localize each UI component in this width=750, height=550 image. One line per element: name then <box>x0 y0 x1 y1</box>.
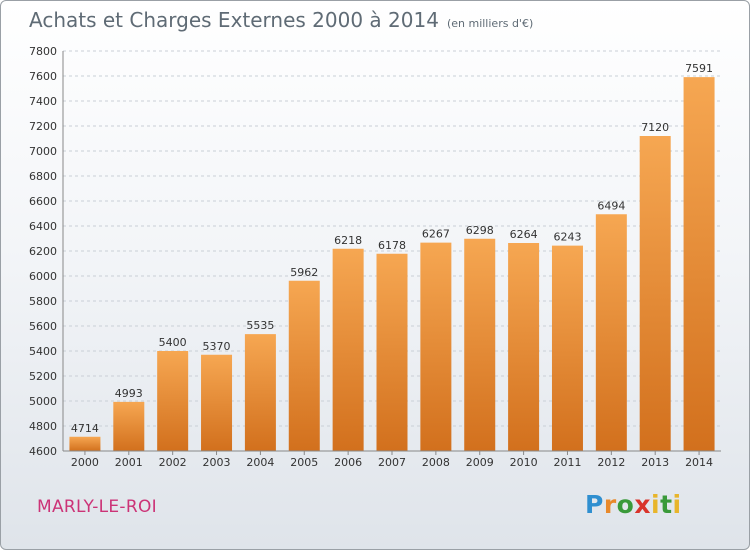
y-tick-label: 7000 <box>29 145 57 158</box>
bar-2010 <box>508 243 540 451</box>
bar-value-label: 6178 <box>378 239 406 252</box>
x-tick-label: 2005 <box>290 456 318 469</box>
y-tick-label: 5600 <box>29 320 57 333</box>
bar-value-label: 4993 <box>115 387 143 400</box>
axes: 4600 4800 5000 5200 5400 5600 5800 6000 6200 6400… <box>29 45 721 469</box>
bar-value-label: 7120 <box>641 121 669 134</box>
bar-value-label: 4714 <box>71 422 99 435</box>
bar-2012 <box>595 214 627 451</box>
bar-2009 <box>464 238 496 451</box>
bar-2007 <box>376 253 408 451</box>
chart-title-text: Achats et Charges Externes 2000 à 2014 <box>29 8 439 32</box>
bar-value-label: 5535 <box>246 319 274 332</box>
y-tick-label: 4800 <box>29 420 57 433</box>
y-tick-label: 6000 <box>29 270 57 283</box>
bar-value-label: 6298 <box>466 224 494 237</box>
x-tick-label: 2008 <box>422 456 450 469</box>
x-tick-label: 2002 <box>159 456 187 469</box>
proxiti-logo[interactable]: Proxiti <box>585 490 682 519</box>
bar-value-label: 6267 <box>422 228 450 241</box>
bar-2003 <box>201 354 233 451</box>
bar-value-label: 5370 <box>203 340 231 353</box>
bar-value-label: 6243 <box>553 231 581 244</box>
bar-2000 <box>69 436 101 451</box>
y-tick-label: 5400 <box>29 345 57 358</box>
bar-2013 <box>639 136 671 451</box>
bar-2001 <box>113 401 145 451</box>
x-tick-label: 2009 <box>466 456 494 469</box>
x-tick-label: 2003 <box>203 456 231 469</box>
bar-2011 <box>551 245 583 451</box>
y-tick-label: 5200 <box>29 370 57 383</box>
x-tick-label: 2011 <box>553 456 581 469</box>
bar-value-label: 6494 <box>597 199 625 212</box>
bars: 4714 4993 5400 5370 5535 5962 6218 6178 6267 6298… <box>69 62 715 451</box>
x-tick-label: 2000 <box>71 456 99 469</box>
x-tick-label: 2001 <box>115 456 143 469</box>
y-tick-label: 7200 <box>29 120 57 133</box>
x-tick-label: 2007 <box>378 456 406 469</box>
bar-value-label: 7591 <box>685 62 713 75</box>
y-tick-label: 7400 <box>29 95 57 108</box>
x-tick-label: 2013 <box>641 456 669 469</box>
bar-2004 <box>244 334 276 451</box>
y-tick-label: 5000 <box>29 395 57 408</box>
bar-2006 <box>332 248 364 451</box>
x-tick-label: 2004 <box>246 456 274 469</box>
bar-2014 <box>683 77 715 451</box>
y-tick-label: 7800 <box>29 45 57 58</box>
bar-2005 <box>288 280 320 451</box>
chart-title: Achats et Charges Externes 2000 à 2014 (e… <box>29 8 533 32</box>
bar-value-label: 6218 <box>334 234 362 247</box>
bar-value-label: 5962 <box>290 266 318 279</box>
y-tick-label: 6800 <box>29 170 57 183</box>
x-tick-label: 2006 <box>334 456 362 469</box>
bar-2008 <box>420 242 452 451</box>
y-tick-label: 4600 <box>29 445 57 458</box>
y-tick-label: 6600 <box>29 195 57 208</box>
chart-subtitle: (en milliers d'€) <box>446 17 534 30</box>
x-tick-label: 2012 <box>597 456 625 469</box>
bar-value-label: 6264 <box>510 228 538 241</box>
y-tick-label: 6400 <box>29 220 57 233</box>
y-tick-label: 6200 <box>29 245 57 258</box>
y-tick-label: 7600 <box>29 70 57 83</box>
bar-value-label: 5400 <box>159 336 187 349</box>
x-tick-label: 2014 <box>685 456 713 469</box>
bar-2002 <box>157 351 189 451</box>
location-label: MARLY-LE-ROI <box>37 497 157 517</box>
y-tick-label: 5800 <box>29 295 57 308</box>
x-tick-label: 2010 <box>510 456 538 469</box>
